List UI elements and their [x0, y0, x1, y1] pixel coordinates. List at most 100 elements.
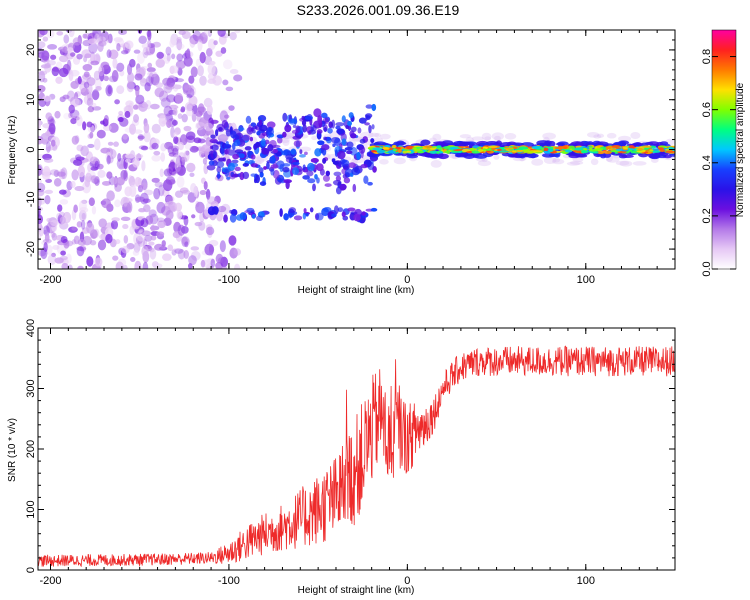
- spectrogram-cell: [69, 69, 80, 77]
- spectrogram-cell: [66, 90, 75, 102]
- spectrogram-cell: [74, 135, 80, 144]
- spectrogram-cell: [210, 119, 219, 124]
- spectrogram-cell: [184, 102, 193, 112]
- spectrogram-cell: [370, 138, 375, 144]
- spectrogram-cell: [117, 117, 124, 123]
- spectrogram-cell: [233, 139, 241, 147]
- spectrogram-cell: [588, 146, 594, 149]
- spectrogram-cell: [193, 186, 198, 198]
- spectrogram-cell: [45, 112, 53, 121]
- spectrogram-cell: [186, 48, 191, 59]
- spectrogram-cell: [205, 137, 212, 147]
- spectrogram-cell: [147, 39, 152, 47]
- spectrogram-cell: [208, 160, 215, 166]
- spectrogram-cell: [147, 62, 153, 68]
- colorbar-gradient: [711, 29, 737, 270]
- spectrogram-cell: [301, 115, 305, 121]
- spectrogram-cell: [38, 249, 47, 257]
- spectrogram-cell: [323, 127, 328, 133]
- spectrogram-cell: [141, 230, 151, 237]
- spectrogram-cell: [205, 226, 215, 236]
- spectrogram-cell: [154, 181, 164, 188]
- spectrogram-cell: [242, 162, 249, 167]
- spectrogram-cell: [81, 199, 88, 204]
- spectrogram-cell: [210, 134, 216, 139]
- spectrogram-cell: [432, 133, 442, 141]
- spectrogram-cell: [217, 205, 227, 213]
- spectrogram-cell: [108, 49, 119, 60]
- spectrogram-cell: [437, 153, 449, 160]
- spectrogram-cell: [222, 59, 233, 70]
- spectrogram-cell: [306, 170, 314, 177]
- spectrogram-cell: [279, 208, 283, 217]
- spectrogram-cell: [221, 265, 227, 269]
- spectrogram-cell: [350, 133, 357, 139]
- spectrogram-cell: [50, 139, 56, 147]
- spectrogram-cell: [55, 235, 61, 241]
- spectrogram-cell: [165, 46, 172, 56]
- spectrogram-cell: [40, 247, 48, 260]
- spectrogram-cell: [412, 147, 417, 150]
- spectrogram-cell: [367, 153, 377, 157]
- spectrogram-cell: [62, 211, 72, 224]
- spectrogram-cell: [183, 56, 193, 67]
- spectrogram-cell: [339, 183, 347, 191]
- spectrogram-cell: [264, 139, 270, 145]
- spectrogram-cell: [178, 141, 184, 151]
- spectrogram-cell: [180, 156, 188, 163]
- spectrogram-cell: [167, 244, 174, 252]
- spectrogram-cell: [234, 30, 241, 34]
- spectrogram-cell: [209, 244, 214, 256]
- spectrogram-cell: [190, 66, 198, 78]
- spectrogram-cell: [242, 171, 250, 180]
- spectrogram-cell: [54, 110, 61, 119]
- spectrogram-cell: [163, 105, 173, 117]
- spectrogram-cell: [368, 124, 372, 134]
- spectrogram-y-label: Frequency (Hz): [7, 116, 18, 185]
- spectrogram-cell: [122, 223, 129, 230]
- spectrogram-cell: [323, 136, 328, 141]
- spectrogram-cell: [238, 153, 245, 159]
- spectrogram-cell: [43, 241, 48, 253]
- spectrogram-cell: [43, 158, 54, 163]
- spectrogram-cell: [56, 212, 62, 221]
- spectrogram-cell: [80, 145, 89, 157]
- spectrogram-cell: [564, 149, 573, 153]
- spectrogram-cell: [149, 103, 160, 110]
- spectrogram-cell: [150, 235, 157, 241]
- spectrogram-cell: [396, 140, 405, 146]
- spectrogram-cell: [91, 90, 100, 100]
- spectrogram-cell: [270, 164, 279, 169]
- spectrogram-x-tick-label: -100: [218, 274, 240, 286]
- spectrogram-cell: [181, 113, 188, 123]
- spectrogram-cell: [142, 103, 149, 108]
- spectrogram-cell: [149, 248, 157, 260]
- spectrogram-cell: [630, 150, 635, 154]
- spectrogram-cell: [68, 30, 75, 38]
- spectrogram-cell: [228, 105, 235, 111]
- spectrogram-cell: [206, 104, 213, 115]
- spectrogram-cell: [130, 257, 136, 262]
- spectrogram-cell: [146, 30, 152, 38]
- spectrogram-cell: [83, 71, 90, 78]
- spectrogram-cell: [39, 30, 48, 36]
- spectrogram-cell: [305, 212, 309, 217]
- spectrogram-cell: [114, 199, 121, 208]
- spectrogram-cell: [59, 199, 69, 205]
- spectrogram-cell: [57, 214, 63, 224]
- spectrogram-cell: [106, 155, 111, 165]
- spectrogram-cell: [44, 189, 54, 194]
- spectrogram-cell: [255, 141, 261, 148]
- spectrogram-cell: [70, 80, 79, 89]
- spectrogram-cell: [183, 84, 192, 91]
- spectrogram-cell: [312, 183, 316, 192]
- spectrogram-cell: [205, 188, 211, 200]
- spectrogram-cell: [367, 161, 375, 171]
- spectrogram-cell: [82, 121, 87, 131]
- spectrogram-cell: [203, 163, 209, 175]
- spectrogram-cell: [183, 215, 189, 226]
- figure-title: S233.2026.001.09.36.E19: [297, 2, 460, 18]
- spectrogram-cell: [402, 150, 408, 154]
- spectrogram-cell: [250, 173, 257, 177]
